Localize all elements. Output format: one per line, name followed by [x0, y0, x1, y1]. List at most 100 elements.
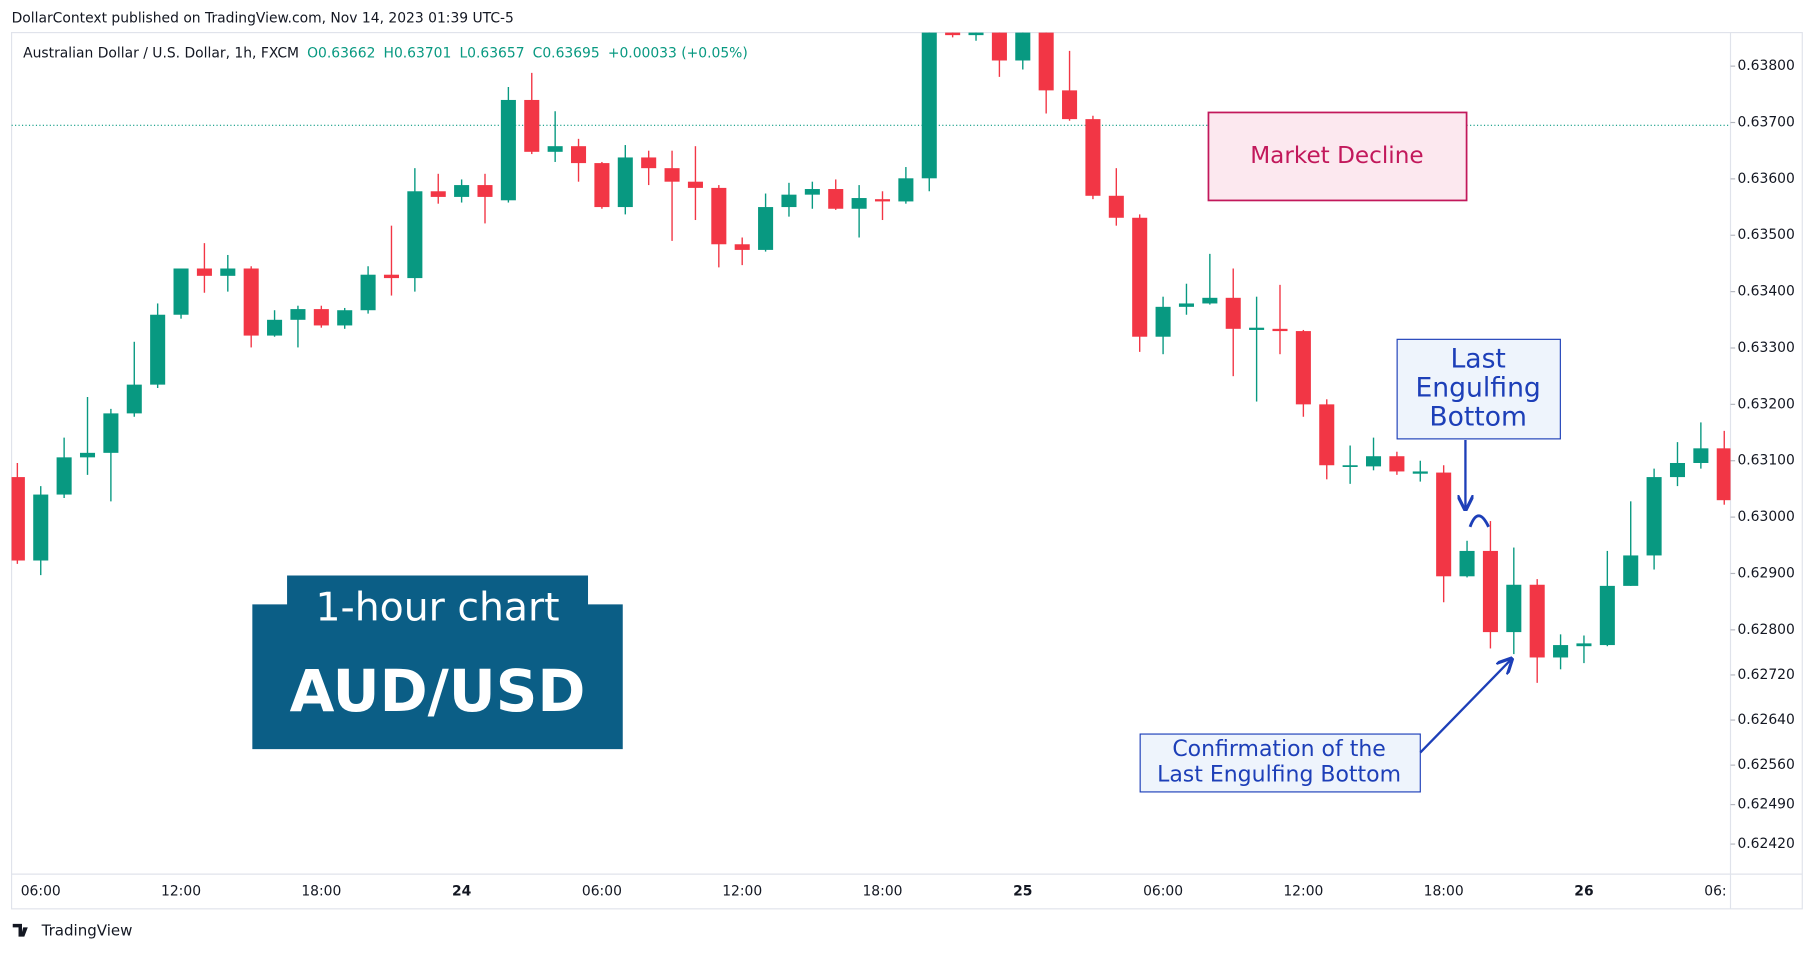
last-engulfing-label: Bottom — [1429, 402, 1527, 433]
candle-body — [33, 494, 49, 561]
candle-body — [126, 384, 142, 414]
last-engulfing-box — [1396, 338, 1561, 440]
plot — [11, 32, 1731, 683]
candle-body — [945, 32, 961, 36]
candle-body — [313, 309, 329, 326]
y-tick-label: 0.63600 — [1737, 171, 1794, 187]
candle-body — [1506, 584, 1522, 633]
candle-body — [220, 268, 236, 276]
quote-text: C0.63695 — [533, 45, 600, 61]
candle-body — [290, 309, 306, 320]
pane-border — [10, 32, 1803, 910]
badge — [252, 575, 623, 750]
candle-body — [991, 32, 1007, 61]
x-tick-label: 06:00 — [1143, 883, 1183, 899]
candle-body — [150, 314, 166, 385]
candle-body — [103, 413, 119, 453]
last-engulfing-label: Last — [1450, 344, 1505, 375]
x-tick-label: 24 — [452, 883, 472, 899]
y-tick-label: 0.63100 — [1737, 453, 1794, 469]
x-tick-label: 18:00 — [1424, 883, 1464, 899]
x-tick-label: 12:00 — [1283, 883, 1323, 899]
y-tick-label: 0.62720 — [1737, 667, 1794, 683]
published-note: DollarContext published on TradingView.c… — [12, 11, 514, 27]
candle-body — [828, 189, 844, 209]
candle-body — [1319, 404, 1335, 466]
candle-body — [1716, 448, 1731, 501]
candle-body — [454, 185, 470, 197]
candle-body — [898, 178, 914, 202]
candle-body — [1576, 643, 1592, 647]
y-tick-label: 0.63700 — [1737, 115, 1794, 131]
candle-body — [267, 319, 283, 336]
confirmation-box — [1139, 733, 1421, 793]
candle-body — [1015, 32, 1031, 61]
candle-body — [79, 452, 96, 458]
candle-body — [1412, 471, 1428, 474]
candle-body — [1599, 585, 1615, 646]
candle-body — [196, 268, 212, 276]
candle-body — [1646, 477, 1662, 556]
quote-text: O0.63662 — [307, 45, 375, 61]
candle-body — [1389, 456, 1405, 472]
candle-body — [1202, 297, 1218, 304]
candle-body — [477, 185, 493, 197]
x-tick-label: 18:00 — [301, 883, 341, 899]
y-tick-label: 0.63400 — [1737, 284, 1794, 300]
y-tick-label: 0.63800 — [1737, 58, 1794, 74]
candle-body — [1085, 119, 1101, 196]
candle-body — [1669, 462, 1686, 478]
candle-body — [1108, 195, 1124, 218]
candle-body — [711, 187, 727, 245]
candle-body — [851, 198, 867, 209]
candle-body — [56, 457, 72, 495]
candle-body — [874, 199, 891, 202]
badge-subtitle: 1-hour chart — [315, 585, 559, 631]
y-tick-label: 0.63300 — [1737, 340, 1794, 356]
market-decline-label: Market Decline — [1250, 143, 1423, 169]
footer-brand: TradingView — [41, 921, 133, 939]
x-tick-label: 06:00 — [582, 883, 622, 899]
y-tick-label: 0.63500 — [1737, 227, 1794, 243]
candle-body — [968, 32, 984, 36]
y-tick-label: 0.62640 — [1737, 712, 1794, 728]
candle-body — [243, 268, 259, 336]
candle-body — [758, 207, 774, 250]
x-tick-label: 25 — [1013, 883, 1032, 899]
candle-body — [664, 168, 680, 182]
candle-body — [1062, 90, 1078, 120]
x-tick-label: 06: — [1704, 883, 1726, 899]
candle-body — [594, 163, 610, 208]
x-tick-label: 18:00 — [862, 883, 902, 899]
candle-body — [547, 146, 563, 152]
pattern-mark — [1468, 514, 1490, 528]
candle-body — [804, 189, 820, 195]
y-tick-label: 0.62420 — [1737, 836, 1794, 852]
candle-body — [1482, 550, 1498, 633]
candle-body — [524, 99, 540, 152]
candle-body — [1365, 456, 1382, 467]
y-tick-label: 0.63000 — [1737, 509, 1794, 525]
candle-body — [360, 274, 376, 311]
candle-body — [337, 310, 353, 326]
candle-body — [687, 181, 703, 188]
y-tick-label: 0.62490 — [1737, 797, 1794, 813]
axes: 0.63800 0.63700 0.63600 0.63500 0.63400 0.633… — [21, 58, 1795, 899]
candle-body — [1225, 297, 1241, 329]
candle-body — [1272, 328, 1288, 332]
y-tick-label: 0.62900 — [1737, 565, 1794, 581]
y-tick-label: 0.62560 — [1737, 757, 1794, 773]
candle-body — [641, 157, 657, 169]
candle-body — [1693, 448, 1709, 463]
market-decline-box — [1207, 111, 1468, 202]
candle-body — [1155, 306, 1171, 337]
x-tick-label: 26 — [1574, 883, 1593, 899]
last-engulfing-label: Engulfing — [1415, 373, 1540, 404]
candle-body — [430, 191, 446, 197]
tradingview-logo — [12, 923, 28, 937]
candle-body — [617, 157, 633, 208]
quote-text: L0.63657 — [459, 45, 524, 61]
candle-body — [383, 274, 399, 279]
